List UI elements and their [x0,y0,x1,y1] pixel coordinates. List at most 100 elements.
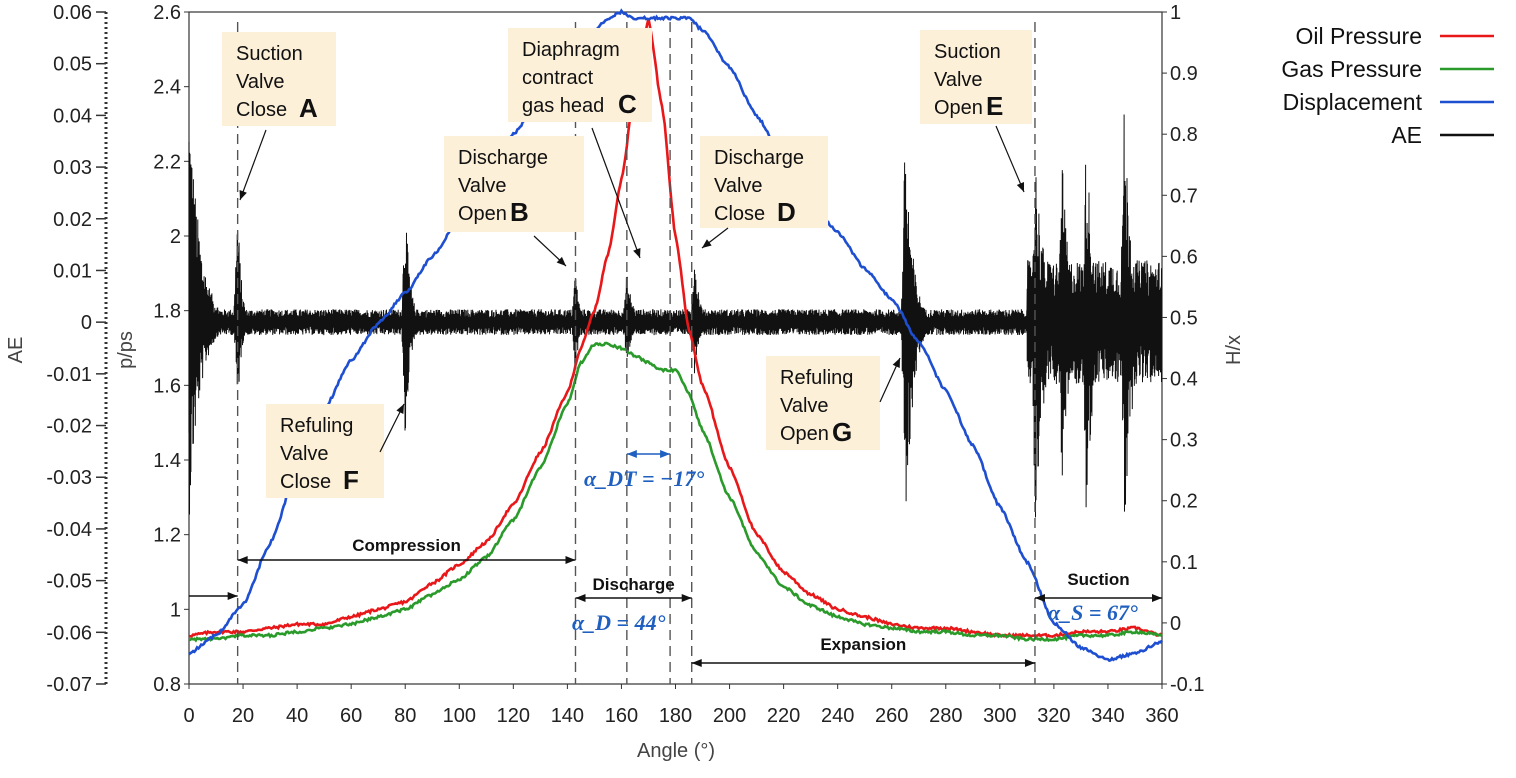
x-tick-label: 300 [983,705,1016,727]
annotation-box-a [222,32,336,126]
legend-label: Displacement [1283,89,1423,115]
x-tick-label: 0 [183,705,194,727]
annotation-letter: G [832,417,852,447]
annotation-box-f [266,404,384,498]
ae-tick-label: 0.03 [53,157,92,179]
annotation-letter: D [777,197,796,227]
annotation-box-e [920,30,1032,124]
annotation-text: Close [280,471,331,493]
annotation-arrow [239,129,267,201]
alpha-dt-arrow-head-left [626,450,637,458]
annotation-letter: A [299,93,318,123]
pressure-tick-label: 1.4 [153,450,181,472]
annotation-box-g [766,356,880,450]
displacement-tick-label: 0.2 [1170,491,1198,513]
annotation-letter: E [986,91,1003,121]
annotation-text: Open [458,203,507,225]
phase-arrow-compression-head-left [237,556,248,564]
annotation-text: Open [934,97,983,119]
annotation-text: Refuling [780,367,853,389]
x-tick-label: 180 [659,705,692,727]
lead-in-arrowhead [227,592,238,600]
ae-tick-label: 0.02 [53,209,92,231]
displacement-tick-label: 0 [1170,613,1181,635]
legend-label: AE [1391,122,1422,148]
displacement-tick-label: 0.4 [1170,369,1198,391]
pressure-axis-label: p/ps [115,331,137,369]
annotation-text: Discharge [458,147,548,169]
x-tick-label: 220 [767,705,800,727]
x-tick-label: 280 [929,705,962,727]
phase-arrow-discharge-head-left [575,594,586,602]
annotation-arrow [995,125,1025,193]
annotation-arrowhead [239,190,247,200]
ae-tick-label: 0.06 [53,2,92,24]
pressure-tick-label: 1.8 [153,301,181,323]
displacement-tick-label: 0.8 [1170,124,1198,146]
annotation-box-d [700,136,828,228]
displacement-tick-label: -0.1 [1170,674,1204,696]
x-tick-label: 200 [713,705,746,727]
pressure-tick-label: 2.6 [153,2,181,24]
series-layer [188,8,1164,663]
annotation-arrowhead [396,404,404,414]
alpha-d-label: α_D = 44° [572,610,666,635]
pressure-tick-label: 2.2 [153,151,181,173]
x-tick-label: 80 [394,705,416,727]
pressure-tick-label: 2 [170,226,181,248]
ae-tick-label: 0.04 [53,105,92,127]
x-tick-label: 360 [1145,705,1178,727]
ae-tick-label: 0 [81,312,92,334]
x-tick-label: 320 [1037,705,1070,727]
displacement-tick-label: 0.6 [1170,246,1198,268]
ae-tick-label: -0.07 [46,674,92,696]
ae-tick-label: -0.06 [46,622,92,644]
annotation-text: Valve [236,71,285,93]
annotation-arrowhead [892,358,900,368]
phase-label-suction: Suction [1067,570,1129,589]
x-tick-label: 340 [1091,705,1124,727]
x-tick-label: 60 [340,705,362,727]
x-axis-label: Angle (°) [637,740,715,762]
displacement-tick-label: 0.1 [1170,552,1198,574]
legend: Oil Pressure Gas Pressure Displacement AE [1281,23,1494,148]
annotation-arrowhead [1016,182,1024,192]
axes-layer: 0 20 40 60 80 100 120 140 160 180 200 220 240 260 280 3… [5,2,1245,762]
pressure-tick-label: 0.8 [153,674,181,696]
phase-arrow-discharge-head-right [681,594,692,602]
series-line-gas-pressure [188,341,1163,643]
annotation-text: Valve [780,395,829,417]
phase-arrow-expansion-head-right [1024,659,1035,667]
annotation-text: Valve [714,175,763,197]
phase-label-compression: Compression [352,536,461,555]
pressure-tick-label: 1.2 [153,525,181,547]
ae-tick-label: -0.05 [46,571,92,593]
annotation-letter: C [618,89,637,119]
annotation-box-c [508,28,652,122]
annotation-letter: B [510,197,529,227]
displacement-tick-label: 0.5 [1170,307,1198,329]
x-tick-label: 100 [443,705,476,727]
ae-tick-label: -0.03 [46,467,92,489]
ae-tick-label: -0.04 [46,519,92,541]
annotation-text: Suction [236,43,303,65]
ae-axis-label: AE [5,337,27,364]
pressure-tick-label: 1.6 [153,375,181,397]
annotation-text: Refuling [280,415,353,437]
annotation-text: Discharge [714,147,804,169]
alpha-dt-label: α_DT = −17° [584,466,704,491]
phase-arrow-suction-head-right [1152,594,1162,602]
displacement-tick-label: 0.9 [1170,63,1198,85]
ae-tick-label: -0.02 [46,416,92,438]
annotation-text: Close [236,99,287,121]
series-line-displacement [188,8,1164,663]
annotation-text: Valve [458,175,507,197]
alpha-dt-arrow-head-right [660,450,671,458]
annotation-letter: F [343,465,359,495]
displacement-tick-label: 0.7 [1170,185,1198,207]
annotation-text: gas head [522,95,604,117]
annotation-text: Open [780,423,829,445]
displacement-tick-label: 0.3 [1170,430,1198,452]
annotation-text: Valve [280,443,329,465]
